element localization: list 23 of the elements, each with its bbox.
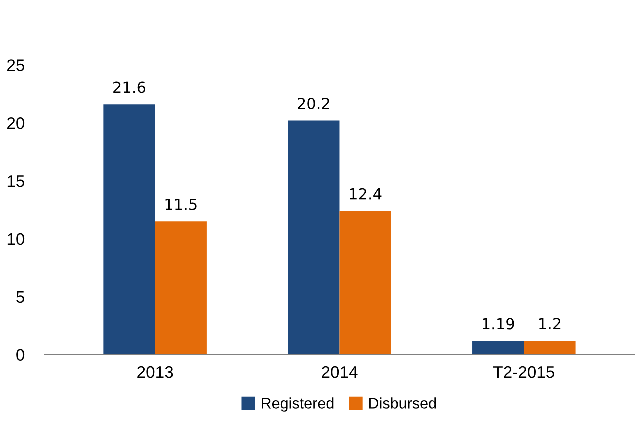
bar bbox=[340, 211, 392, 355]
legend-label: Disbursed bbox=[370, 398, 436, 409]
bar bbox=[524, 340, 576, 355]
bar bbox=[104, 104, 156, 355]
y-tick-label: 15 bbox=[8, 176, 25, 188]
x-tick-label: 2013 bbox=[138, 366, 174, 378]
legend-label: Registered bbox=[262, 398, 334, 412]
bar bbox=[155, 222, 207, 355]
data-label: 21.6 bbox=[114, 82, 146, 94]
data-label: 12.4 bbox=[350, 188, 382, 200]
data-label: 1.2 bbox=[540, 318, 561, 330]
bar bbox=[288, 120, 340, 355]
x-tick-label: 2014 bbox=[322, 366, 358, 378]
y-tick-label: 25 bbox=[8, 60, 25, 72]
x-tick-label: T2-2015 bbox=[493, 366, 554, 378]
data-label: 20.2 bbox=[298, 98, 330, 110]
y-tick-label: 10 bbox=[8, 233, 25, 246]
bar bbox=[472, 341, 524, 355]
y-tick-label: 0 bbox=[16, 349, 25, 362]
y-tick-label: 20 bbox=[8, 118, 25, 130]
data-label: 1.19 bbox=[483, 318, 514, 330]
data-label: 11.5 bbox=[166, 198, 197, 210]
y-tick-label: 5 bbox=[16, 291, 25, 304]
